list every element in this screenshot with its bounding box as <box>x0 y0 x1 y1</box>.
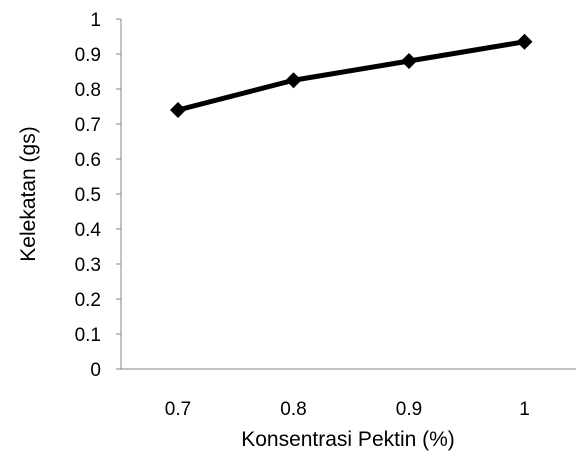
y-tick-label: 0.7 <box>75 115 101 136</box>
series-line <box>175 39 527 113</box>
x-tick-label: 0.8 <box>280 399 306 420</box>
x-tick-label: 0.7 <box>165 399 191 420</box>
x-axis-title: Konsentrasi Pektin (%) <box>241 428 455 451</box>
y-tick-label: 0.4 <box>75 220 102 241</box>
data-point-marker <box>285 72 302 89</box>
y-tick-label: 0.1 <box>75 325 101 346</box>
y-tick-label: 0.5 <box>75 185 101 206</box>
y-tick-label: 0.8 <box>75 80 101 101</box>
y-axis-title: Kelekatan (gs) <box>17 126 40 261</box>
series <box>170 33 533 118</box>
y-tick-label: 1 <box>90 10 101 31</box>
y-tick-label: 0.3 <box>75 255 101 276</box>
x-axis-tick-labels: 0.7 0.8 0.9 1 <box>165 399 530 420</box>
y-tick-label: 0.6 <box>75 150 101 171</box>
y-axis-tick-labels: 0 0.1 0.2 0.3 0.4 0.5 0.6 0.7 0.8 0.9 1 <box>75 10 102 381</box>
data-point-marker <box>401 53 417 69</box>
data-point-marker <box>516 33 533 50</box>
x-tick-label: 0.9 <box>396 399 422 420</box>
y-tick-label: 0.9 <box>75 45 101 66</box>
y-tick-label: 0.2 <box>75 290 101 311</box>
data-point-marker <box>170 102 186 118</box>
x-tick-label: 1 <box>519 399 530 420</box>
y-tick-label: 0 <box>90 360 101 381</box>
y-axis-ticks <box>116 18 121 370</box>
